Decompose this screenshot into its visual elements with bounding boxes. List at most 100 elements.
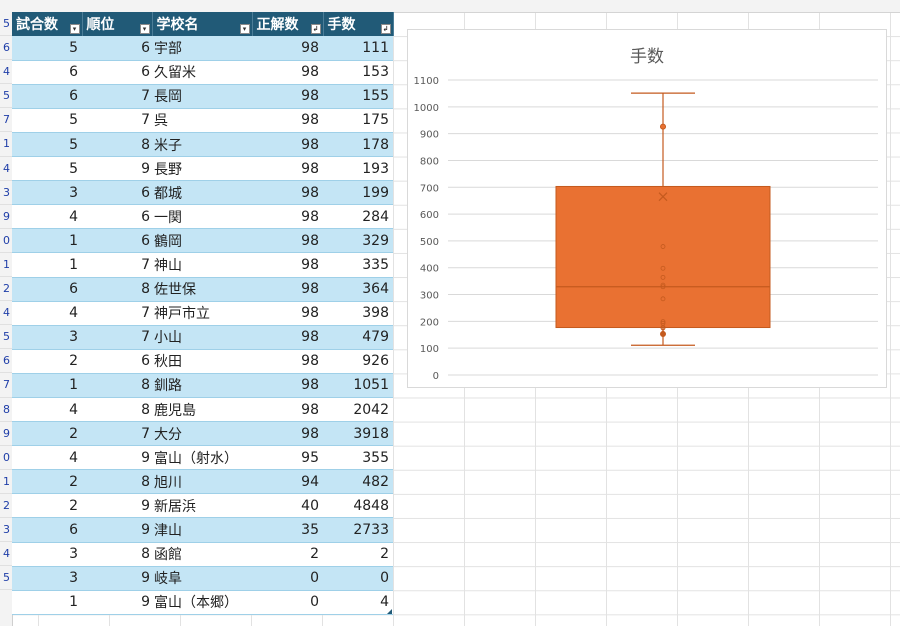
cell-games[interactable]: 1 (12, 373, 82, 399)
table-row[interactable]: 6 6 久留米 98 153 (12, 60, 393, 85)
cell-rank[interactable]: 7 (82, 108, 152, 133)
cell-school[interactable]: 釧路 (152, 373, 252, 399)
sort-filter-icon[interactable]: ↲ (380, 24, 391, 35)
cell-games[interactable]: 4 (12, 204, 82, 230)
row-number[interactable]: 9 (0, 205, 12, 229)
cell-rank[interactable]: 7 (82, 301, 152, 326)
row-number[interactable]: 5 (0, 84, 12, 109)
cell-rank[interactable]: 8 (82, 542, 152, 567)
cell-moves[interactable]: 2 (323, 542, 393, 567)
cell-games[interactable]: 5 (12, 36, 82, 61)
cell-correct[interactable]: 98 (252, 421, 323, 447)
cell-rank[interactable]: 9 (82, 493, 152, 519)
row-number[interactable]: 6 (0, 36, 12, 61)
cell-correct[interactable]: 98 (252, 349, 323, 374)
cell-games[interactable]: 2 (12, 421, 82, 447)
cell-moves[interactable]: 155 (323, 84, 393, 109)
cell-school[interactable]: 秋田 (152, 349, 252, 374)
table-row[interactable]: 2 6 秋田 98 926 (12, 349, 393, 374)
cell-rank[interactable]: 8 (82, 373, 152, 399)
table-row[interactable]: 2 8 旭川 94 482 (12, 469, 393, 495)
row-number[interactable]: 4 (0, 157, 12, 181)
row-number[interactable]: 7 (0, 108, 12, 133)
cell-games[interactable]: 4 (12, 301, 82, 326)
table-row[interactable]: 6 9 津山 35 2733 (12, 517, 393, 543)
cell-school[interactable]: 新居浜 (152, 493, 252, 519)
cell-games[interactable]: 6 (12, 60, 82, 85)
filter-dropdown-icon[interactable]: ▾ (139, 24, 150, 35)
cell-moves[interactable]: 193 (323, 156, 393, 182)
cell-moves[interactable]: 175 (323, 108, 393, 133)
cell-rank[interactable]: 6 (82, 36, 152, 61)
cell-moves[interactable]: 335 (323, 252, 393, 278)
cell-correct[interactable]: 98 (252, 325, 323, 350)
cell-correct[interactable]: 98 (252, 252, 323, 278)
table-row[interactable]: 5 6 宇部 98 111 (12, 36, 393, 61)
row-number[interactable]: 8 (0, 398, 12, 422)
cell-rank[interactable]: 9 (82, 156, 152, 182)
row-number[interactable]: 1 (0, 253, 12, 278)
cell-moves[interactable]: 2042 (323, 397, 393, 423)
cell-rank[interactable]: 6 (82, 349, 152, 374)
cell-games[interactable]: 2 (12, 349, 82, 374)
row-number[interactable]: 2 (0, 277, 12, 302)
cell-correct[interactable]: 98 (252, 36, 323, 61)
row-number[interactable]: 7 (0, 373, 12, 398)
cell-moves[interactable]: 329 (323, 228, 393, 254)
cell-moves[interactable]: 153 (323, 60, 393, 85)
cell-school[interactable]: 小山 (152, 325, 252, 350)
cell-correct[interactable]: 98 (252, 84, 323, 109)
cell-moves[interactable]: 4848 (323, 493, 393, 519)
column-header-moves[interactable]: 手数 ↲ (323, 12, 394, 37)
cell-moves[interactable]: 398 (323, 301, 393, 326)
table-row[interactable]: 4 8 鹿児島 98 2042 (12, 397, 393, 423)
cell-games[interactable]: 1 (12, 228, 82, 254)
cell-school[interactable]: 鶴岡 (152, 228, 252, 254)
cell-school[interactable]: 神山 (152, 252, 252, 278)
cell-games[interactable]: 3 (12, 566, 82, 591)
cell-correct[interactable]: 0 (252, 566, 323, 591)
cell-rank[interactable]: 6 (82, 60, 152, 85)
cell-games[interactable]: 5 (12, 108, 82, 133)
cell-correct[interactable]: 40 (252, 493, 323, 519)
cell-correct[interactable]: 98 (252, 301, 323, 326)
table-row[interactable]: 4 9 富山（射水） 95 355 (12, 445, 393, 471)
cell-rank[interactable]: 8 (82, 277, 152, 302)
cell-school[interactable]: 久留米 (152, 60, 252, 85)
cell-rank[interactable]: 6 (82, 180, 152, 206)
row-number[interactable]: 1 (0, 470, 12, 494)
cell-moves[interactable]: 3918 (323, 421, 393, 447)
cell-school[interactable]: 一関 (152, 204, 252, 230)
cell-school[interactable]: 函館 (152, 542, 252, 567)
sort-filter-icon[interactable]: ↲ (310, 24, 321, 35)
cell-correct[interactable]: 98 (252, 156, 323, 182)
cell-moves[interactable]: 111 (323, 36, 393, 61)
cell-games[interactable]: 3 (12, 325, 82, 350)
cell-rank[interactable]: 6 (82, 204, 152, 230)
cell-games[interactable]: 6 (12, 277, 82, 302)
row-number[interactable]: 5 (0, 12, 12, 37)
cell-games[interactable]: 1 (12, 590, 82, 615)
cell-school[interactable]: 岐阜 (152, 566, 252, 591)
cell-games[interactable]: 4 (12, 445, 82, 471)
cell-rank[interactable]: 9 (82, 566, 152, 591)
box-plot-chart[interactable]: 手数 0 100 200 300 400 500 600 700 800 900 1000 1100 (407, 29, 887, 388)
row-number[interactable]: 3 (0, 518, 12, 543)
table-row[interactable]: 3 8 函館 2 2 (12, 542, 393, 567)
cell-moves[interactable]: 364 (323, 277, 393, 302)
column-header-school[interactable]: 学校名 ▾ (152, 12, 253, 37)
cell-correct[interactable]: 95 (252, 445, 323, 471)
cell-school[interactable]: 富山（射水） (152, 445, 252, 471)
cell-rank[interactable]: 8 (82, 397, 152, 423)
row-number[interactable]: 1 (0, 132, 12, 157)
cell-games[interactable]: 2 (12, 493, 82, 519)
cell-correct[interactable]: 98 (252, 108, 323, 133)
cell-rank[interactable]: 6 (82, 228, 152, 254)
cell-rank[interactable]: 8 (82, 132, 152, 158)
cell-school[interactable]: 都城 (152, 180, 252, 206)
table-row[interactable]: 1 9 富山（本郷） 0 4 (12, 590, 393, 615)
row-number[interactable]: 0 (0, 229, 12, 253)
cell-moves[interactable]: 199 (323, 180, 393, 206)
cell-school[interactable]: 佐世保 (152, 277, 252, 302)
cell-school[interactable]: 鹿児島 (152, 397, 252, 423)
